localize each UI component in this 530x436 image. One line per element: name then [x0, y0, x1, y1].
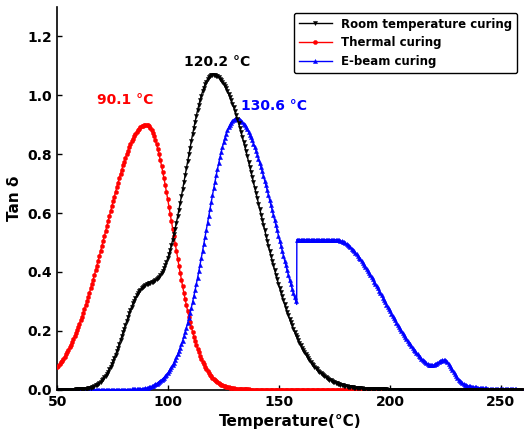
Y-axis label: Tan δ: Tan δ — [7, 176, 22, 221]
Text: 130.6 °C: 130.6 °C — [241, 99, 307, 113]
E-beam curing — [253, 149, 259, 154]
E-beam curing — [520, 387, 526, 392]
Room temperature curing — [210, 72, 216, 77]
Thermal curing — [107, 210, 113, 215]
Thermal curing — [511, 387, 517, 392]
Thermal curing — [143, 122, 149, 127]
Room temperature curing — [520, 387, 526, 392]
Room temperature curing — [135, 291, 141, 296]
Text: 120.2 °C: 120.2 °C — [183, 55, 250, 69]
X-axis label: Temperature(°C): Temperature(°C) — [219, 414, 361, 429]
Legend: Room temperature curing, Thermal curing, E-beam curing: Room temperature curing, Thermal curing,… — [294, 13, 517, 73]
Thermal curing — [253, 387, 259, 392]
Line: Room temperature curing: Room temperature curing — [55, 72, 525, 392]
Text: 90.1 °C: 90.1 °C — [97, 93, 153, 107]
Room temperature curing — [107, 364, 113, 370]
Room temperature curing — [511, 387, 517, 392]
E-beam curing — [233, 116, 239, 122]
Thermal curing — [135, 128, 141, 133]
Thermal curing — [520, 387, 526, 392]
Room temperature curing — [461, 387, 467, 392]
E-beam curing — [511, 387, 517, 392]
Room temperature curing — [253, 191, 259, 197]
Thermal curing — [233, 386, 239, 392]
E-beam curing — [107, 387, 113, 392]
E-beam curing — [461, 382, 467, 387]
Line: E-beam curing: E-beam curing — [55, 117, 525, 392]
E-beam curing — [54, 387, 60, 392]
E-beam curing — [233, 116, 239, 121]
Room temperature curing — [54, 387, 60, 392]
E-beam curing — [135, 387, 141, 392]
Room temperature curing — [233, 112, 239, 117]
Line: Thermal curing: Thermal curing — [55, 123, 525, 392]
Thermal curing — [54, 365, 60, 370]
Thermal curing — [461, 387, 467, 392]
